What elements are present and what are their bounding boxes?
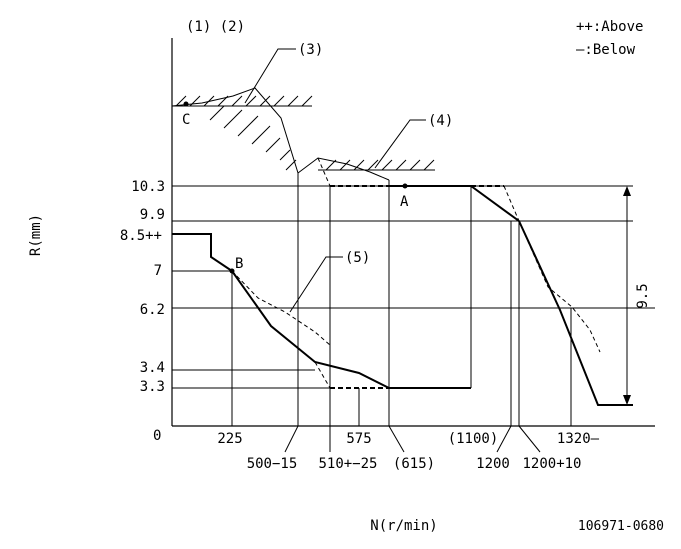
hatching	[175, 95, 435, 171]
dashed-curve-lower	[314, 361, 331, 389]
y-tick-10-3: 10.3	[131, 179, 165, 195]
y-tick-9-9: 9.9	[140, 207, 165, 223]
main-characteristic-lower	[518, 220, 633, 406]
origin-label: 0	[153, 428, 161, 444]
point-c-marker	[183, 101, 189, 107]
callout-3: (3)	[298, 42, 323, 58]
dashed-curve-upper	[317, 157, 331, 187]
dimension-arrow-top	[623, 186, 631, 196]
x-axis-label: N(r/min)	[370, 518, 437, 534]
reference-labels: (1) (2)	[186, 19, 245, 35]
dimension-value: 9.5	[635, 283, 651, 308]
x-tick-225: 225	[217, 431, 242, 447]
callout-3-leader	[244, 48, 296, 104]
x-tick-1200: 1200	[476, 456, 510, 472]
callout-4: (4)	[428, 113, 453, 129]
upper-boundary-line	[171, 87, 299, 174]
point-a-label: A	[400, 194, 409, 210]
y-tick-7: 7	[154, 263, 162, 279]
x-tick-575: 575	[346, 431, 371, 447]
callout-4-leader	[374, 119, 426, 169]
callout-5-leader	[289, 256, 343, 313]
point-b-label: B	[235, 256, 243, 272]
leader-500	[284, 425, 299, 453]
dashed-drop-upper	[503, 185, 520, 222]
y-tick-3-3: 3.3	[140, 379, 165, 395]
point-b-marker	[229, 268, 235, 274]
callout-5: (5)	[345, 250, 370, 266]
y-tick-6-2: 6.2	[140, 302, 165, 318]
x-tick-615: (615)	[393, 456, 435, 472]
dimension-arrow-bottom	[623, 395, 631, 405]
leader-1200	[496, 425, 512, 453]
lower-characteristic	[172, 233, 471, 389]
y-tick-8-5: 8.5++	[120, 228, 162, 244]
x-tick-1100: (1100)	[448, 431, 499, 447]
x-tick-1200-10: 1200+10	[522, 456, 581, 472]
main-characteristic-upper	[389, 185, 520, 222]
x-tick-1320: 1320—	[557, 431, 600, 447]
point-a-marker	[402, 183, 408, 189]
dashed-curve-right	[518, 220, 601, 353]
dashed-curve-5	[231, 270, 331, 346]
point-c-label: C	[182, 112, 190, 128]
leader-1200-10	[518, 425, 541, 453]
upper-boundary-line-2	[297, 157, 390, 181]
drawing-id: 106971-0680	[578, 519, 664, 534]
x-tick-500: 500−15	[247, 456, 298, 472]
y-axis-label: R(mm)	[28, 214, 44, 256]
x-tick-510: 510+−25	[318, 456, 377, 472]
leader-615	[388, 425, 405, 453]
y-tick-3-4: 3.4	[140, 360, 165, 376]
legend-above: ++:Above	[576, 19, 643, 35]
legend-below: —:Below	[576, 42, 636, 58]
